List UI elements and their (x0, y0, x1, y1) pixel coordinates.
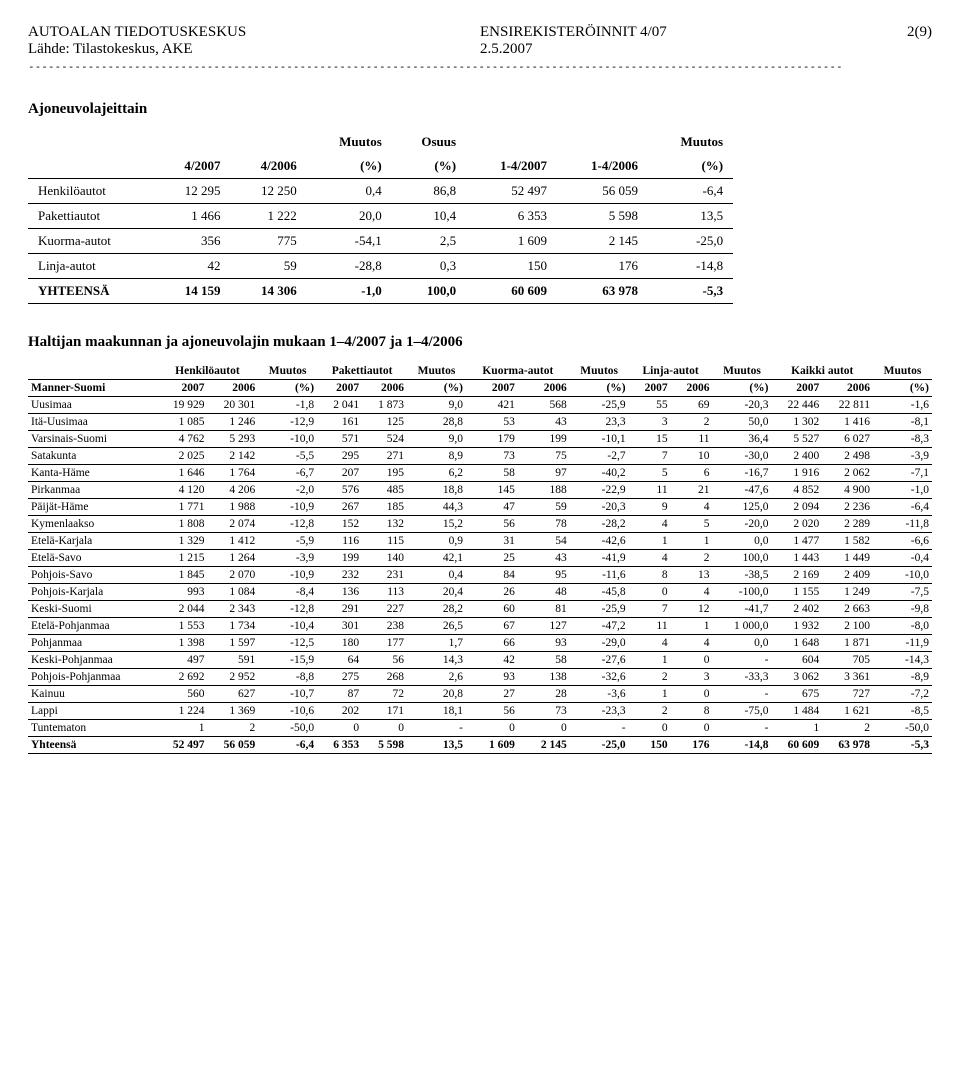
section1-title: Ajoneuvolajeittain (28, 101, 932, 118)
table-row: Uusimaa19 92920 301-1,82 0411 8739,04215… (28, 397, 932, 414)
sub-header: (%) (873, 380, 932, 397)
group-header: Muutos (258, 363, 317, 380)
table-row: Pohjois-Karjala9931 084-8,413611320,4264… (28, 584, 932, 601)
sub-header: 2007 (466, 380, 518, 397)
col-14-2006: 1-4/2006 (557, 154, 648, 179)
col-muutos2: Muutos (648, 130, 733, 154)
table-row: Kuorma-autot356775-54,12,51 6092 145-25,… (28, 229, 733, 254)
group-header: Kaikki autot (771, 363, 872, 380)
group-header: Pakettiautot (317, 363, 407, 380)
table-row: Pohjois-Pohjanmaa2 6922 952-8,82752682,6… (28, 669, 932, 686)
table-row: Keski-Pohjanmaa497591-15,9645614,34258-2… (28, 652, 932, 669)
table-row: Kanta-Häme1 6461 764-6,72071956,25897-40… (28, 465, 932, 482)
sub-header: 2007 (629, 380, 671, 397)
sub-header: 2006 (362, 380, 407, 397)
table-row: Henkilöautot12 29512 2500,486,852 49756 … (28, 179, 733, 204)
sub-header: 2006 (671, 380, 713, 397)
table-row: Kymenlaakso1 8082 074-12,815213215,25678… (28, 516, 932, 533)
table-row: YHTEENSÄ14 15914 306-1,0100,060 60963 97… (28, 279, 733, 304)
group-header: Muutos (407, 363, 466, 380)
group-header: Muutos (713, 363, 772, 380)
col-osuus: Osuus (392, 130, 466, 154)
divider-line: ----------------------------------------… (28, 60, 932, 73)
table-row: Varsinais-Suomi4 7625 293-10,05715249,01… (28, 431, 932, 448)
section2-title: Haltijan maakunnan ja ajoneuvolajin muka… (28, 334, 932, 351)
col-pct: (%) (307, 154, 392, 179)
group-header: Henkilöautot (157, 363, 258, 380)
sub-header: (%) (713, 380, 772, 397)
doc-subheader: Lähde: Tilastokeskus, AKE 2.5.2007 (28, 41, 932, 58)
table-row: Yhteensä52 49756 059-6,46 3535 59813,51 … (28, 737, 932, 754)
sub-header: 2007 (771, 380, 822, 397)
col-muutos: Muutos (307, 130, 392, 154)
col-pct2: (%) (648, 154, 733, 179)
region-table: HenkilöautotMuutosPakettiautotMuutosKuor… (28, 363, 932, 754)
col-4-2007: 4/2007 (154, 154, 230, 179)
table-row: Pirkanmaa4 1204 206-2,057648518,8145188-… (28, 482, 932, 499)
sub-header: 2006 (518, 380, 570, 397)
sub-header: (%) (258, 380, 317, 397)
table-row: Etelä-Karjala1 3291 412-5,91161150,93154… (28, 533, 932, 550)
doc-header: AUTOALAN TIEDOTUSKESKUS ENSIREKISTERÖINN… (28, 24, 932, 41)
table-row: Etelä-Pohjanmaa1 5531 734-10,430123826,5… (28, 618, 932, 635)
region-col-header: Manner-Suomi (28, 380, 157, 397)
table-row: Kainuu560627-10,7877220,82728-3,610-6757… (28, 686, 932, 703)
group-header: Kuorma-autot (466, 363, 570, 380)
table-row: Keski-Suomi2 0442 343-12,829122728,26081… (28, 601, 932, 618)
table-row: Satakunta2 0252 142-5,52952718,97375-2,7… (28, 448, 932, 465)
table-row: Etelä-Savo1 2151 264-3,919914042,12543-4… (28, 550, 932, 567)
sub-header: 2006 (822, 380, 873, 397)
sub-header: 2006 (207, 380, 258, 397)
sub-header: (%) (407, 380, 466, 397)
table-row: Tuntematon12-50,000-00-00-12-50,0 (28, 720, 932, 737)
table-row: Itä-Uusimaa1 0851 246-12,916112528,85343… (28, 414, 932, 431)
vehicle-type-table: Muutos Osuus Muutos 4/2007 4/2006 (%) (%… (28, 130, 733, 304)
sub-header: (%) (570, 380, 629, 397)
table-row: Linja-autot4259-28,80,3150176-14,8 (28, 254, 733, 279)
doc-date: 2.5.2007 (480, 41, 842, 58)
table-row: Pakettiautot1 4661 22220,010,46 3535 598… (28, 204, 733, 229)
sub-header: 2007 (157, 380, 208, 397)
group-header: Muutos (873, 363, 932, 380)
col-share: (%) (392, 154, 466, 179)
org-name: AUTOALAN TIEDOTUSKESKUS (28, 24, 480, 41)
col-14-2007: 1-4/2007 (466, 154, 557, 179)
table-row: Pohjois-Savo1 8452 070-10,92322310,48495… (28, 567, 932, 584)
table-row: Päijät-Häme1 7711 988-10,926718544,34759… (28, 499, 932, 516)
doc-title: ENSIREKISTERÖINNIT 4/07 (480, 24, 842, 41)
group-header: Linja-autot (629, 363, 713, 380)
table-row: Pohjanmaa1 3981 597-12,51801771,76693-29… (28, 635, 932, 652)
source-line: Lähde: Tilastokeskus, AKE (28, 41, 480, 58)
page-number: 2(9) (842, 24, 932, 41)
group-header: Muutos (570, 363, 629, 380)
table-row: Lappi1 2241 369-10,620217118,15673-23,32… (28, 703, 932, 720)
sub-header: 2007 (317, 380, 362, 397)
col-4-2006: 4/2006 (230, 154, 306, 179)
